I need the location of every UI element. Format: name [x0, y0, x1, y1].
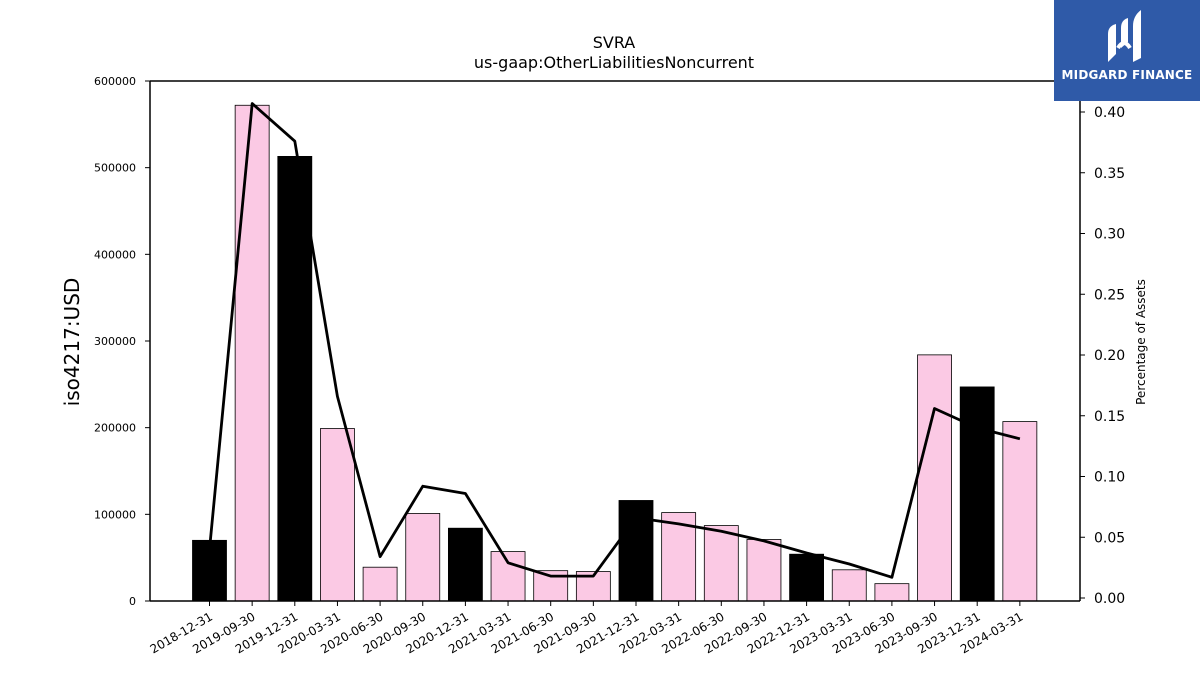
y2-tick-label: 0.10: [1094, 470, 1125, 486]
bar: [874, 583, 910, 602]
line-series: [208, 102, 1021, 579]
logo-mark-icon: [1108, 10, 1141, 62]
y2-tick-label: 0.30: [1094, 227, 1125, 243]
y2-axis-label: Percentage of Assets: [1134, 279, 1148, 405]
y2-tick-label: 0.15: [1094, 409, 1125, 425]
bar: [234, 104, 270, 602]
chart-subtitle: us-gaap:OtherLiabilitiesNoncurrent: [474, 53, 754, 72]
bar: [831, 569, 867, 602]
y2-tick-label: 0.25: [1094, 287, 1125, 303]
y2-tick-label: 0.35: [1094, 166, 1125, 182]
bar: [277, 155, 313, 602]
bar: [746, 539, 782, 602]
chart-title: SVRA: [593, 33, 636, 52]
bar: [490, 551, 526, 602]
y2-tick-label: 0.05: [1094, 530, 1125, 546]
y-tick-label: 600000: [94, 75, 136, 88]
y2-tick-label: 0.40: [1094, 105, 1125, 121]
bar: [661, 512, 697, 602]
y-tick-label: 100000: [94, 508, 136, 521]
y-axis-label: iso4217:USD: [60, 278, 84, 407]
bar: [405, 513, 441, 602]
bar: [917, 354, 952, 602]
percentage-line: [208, 102, 1021, 579]
bar: [618, 500, 654, 602]
bar: [362, 566, 398, 602]
y-tick-label: 0: [129, 595, 136, 608]
bar: [192, 539, 227, 602]
bar: [959, 386, 995, 602]
y-tick-label: 200000: [94, 422, 136, 435]
y-tick-label: 300000: [94, 335, 136, 348]
y2-tick-label: 0.00: [1094, 591, 1125, 607]
bar: [320, 428, 355, 602]
logo-text: MIDGARD FINANCE: [1061, 68, 1193, 82]
y2-tick-label: 0.20: [1094, 348, 1125, 364]
y-tick-label: 500000: [94, 162, 136, 175]
bar: [1002, 421, 1038, 602]
bar: [789, 553, 824, 602]
y-tick-label: 400000: [94, 248, 136, 261]
bar: [447, 527, 483, 602]
midgard-finance-logo: MIDGARD FINANCE: [1054, 0, 1200, 101]
bar-series: [192, 104, 1038, 602]
bar: [703, 525, 739, 602]
